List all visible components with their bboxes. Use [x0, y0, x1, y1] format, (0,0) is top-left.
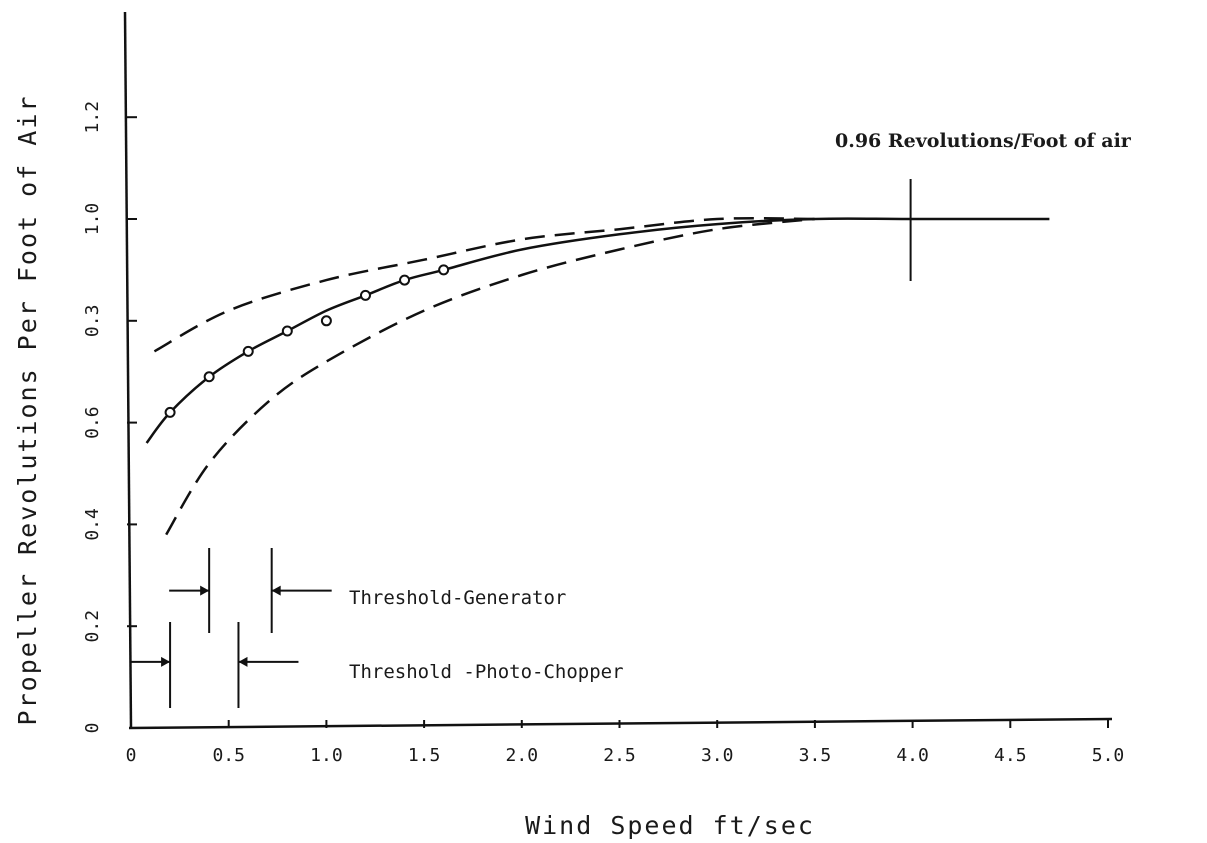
x-tick-label: 1.0	[310, 745, 343, 766]
envelope-dashed-line	[165, 217, 816, 536]
x-tick-label: 1.5	[408, 745, 441, 766]
data-point-marker	[359, 289, 371, 301]
data-point-marker	[399, 274, 411, 286]
x-ticks: 0 0.5 1.0 1.5 2.0 2.5 3.0 3.5 4.0 4.5 5.0	[126, 720, 1125, 766]
threshold-generator-left-arrowhead	[200, 585, 210, 596]
data-point-marker	[164, 406, 176, 418]
x-tick-label: 3.5	[799, 745, 832, 766]
y-axis-line	[123, 11, 133, 729]
threshold-photo-chopper-annotation: Threshold -Photo-Chopper	[130, 622, 624, 708]
y-tick-label: 0.6	[82, 406, 103, 439]
markers-layer	[164, 264, 450, 418]
threshold-generator-right-arrowhead	[271, 585, 281, 596]
y-tick-label: 1.2	[82, 101, 103, 134]
x-tick-label: 5.0	[1092, 745, 1125, 766]
y-tick-label: 0	[82, 723, 103, 734]
y-tick-label: 0.3	[82, 305, 103, 338]
data-point-marker	[203, 371, 215, 383]
y-tick-label: 1.0	[82, 203, 103, 236]
annotation-max-revolutions: 0.96 Revolutions/Foot of air	[835, 130, 1132, 281]
x-tick-label: 0	[126, 745, 137, 766]
data-point-marker	[281, 325, 293, 337]
y-ticks: 0 0.2 0.4 0.6 0.3 1.0 1.2	[82, 101, 137, 733]
threshold-photo-chopper-left-arrowhead	[161, 656, 171, 667]
data-point-marker	[242, 345, 254, 357]
threshold-generator-annotation: Threshold-Generator	[169, 548, 566, 633]
fitted-curve-line	[145, 217, 1050, 444]
x-tick-label: 3.0	[701, 745, 734, 766]
threshold-generator-label: Threshold-Generator	[349, 587, 566, 609]
series-layer	[145, 217, 1050, 536]
x-tick-label: 2.0	[506, 745, 539, 766]
threshold-photo-chopper-right-arrowhead	[238, 656, 248, 667]
data-point-marker	[438, 264, 450, 276]
axes	[123, 11, 1113, 730]
x-tick-label: 4.5	[994, 745, 1027, 766]
x-tick-label: 2.5	[603, 745, 636, 766]
y-axis-title: Propeller Revolutions Per Foot of Air	[13, 95, 42, 726]
y-tick-label: 0.4	[82, 508, 103, 541]
max-revolutions-label: 0.96 Revolutions/Foot of air	[835, 130, 1132, 152]
x-axis-title: Wind Speed ft/sec	[525, 811, 815, 840]
x-tick-label: 0.5	[212, 745, 245, 766]
y-tick-label: 0.2	[82, 610, 103, 643]
data-point-marker	[320, 315, 332, 327]
threshold-photo-chopper-label: Threshold -Photo-Chopper	[349, 661, 624, 683]
x-tick-label: 4.0	[896, 745, 929, 766]
envelope-dashed-line	[153, 217, 815, 353]
